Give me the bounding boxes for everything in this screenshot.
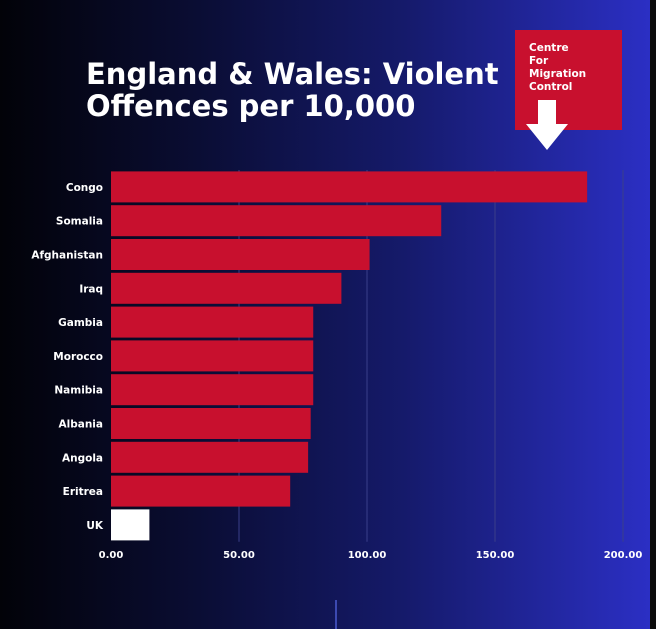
category-label-somalia: Somalia <box>56 216 103 228</box>
bar-uk <box>111 509 150 541</box>
bar-congo <box>111 171 588 203</box>
category-label-gambia: Gambia <box>58 317 103 329</box>
logo-line-2: For <box>529 55 549 67</box>
chart-bars <box>111 171 588 541</box>
chart-title-line-2: Offences per 10,000 <box>86 89 416 123</box>
bar-gambia <box>111 306 314 338</box>
bar-namibia <box>111 374 314 406</box>
bar-eritrea <box>111 475 291 507</box>
logo-text: Centre For Migration Control <box>529 42 586 94</box>
chart-title: England & Wales: Violent Offences per 10… <box>86 58 506 122</box>
down-arrow-icon <box>526 100 568 150</box>
logo-line-1: Centre <box>529 42 569 54</box>
chart-x-tick-labels: 0.00 50.00 100.00 150.00 200.00 <box>99 550 643 561</box>
category-label-congo: Congo <box>66 182 103 194</box>
centre-for-migration-control-logo: Centre For Migration Control <box>515 30 622 130</box>
chart-category-labels: Congo Somalia Afghanistan Iraq Gambia Morocco… <box>31 182 104 532</box>
chart-title-line-1: England & Wales: Violent <box>86 57 499 91</box>
bar-angola <box>111 441 309 473</box>
bar-afghanistan <box>111 239 370 270</box>
category-label-uk: UK <box>86 520 104 532</box>
category-label-albania: Albania <box>59 419 104 431</box>
x-tick-label: 50.00 <box>223 550 255 561</box>
x-tick-label: 0.00 <box>99 550 124 561</box>
x-tick-label: 150.00 <box>476 550 515 561</box>
category-label-afghanistan: Afghanistan <box>31 250 103 262</box>
bar-iraq <box>111 272 342 304</box>
logo-line-3: Migration <box>529 68 587 80</box>
x-tick-label: 200.00 <box>604 550 643 561</box>
bar-morocco <box>111 340 314 372</box>
category-label-iraq: Iraq <box>79 283 103 295</box>
category-label-namibia: Namibia <box>54 385 103 397</box>
bar-albania <box>111 408 311 439</box>
bar-somalia <box>111 205 442 237</box>
category-label-eritrea: Eritrea <box>63 486 103 498</box>
category-label-morocco: Morocco <box>53 351 103 363</box>
category-label-angola: Angola <box>62 452 103 464</box>
x-tick-label: 100.00 <box>348 550 387 561</box>
logo-line-4: Control <box>529 81 573 93</box>
